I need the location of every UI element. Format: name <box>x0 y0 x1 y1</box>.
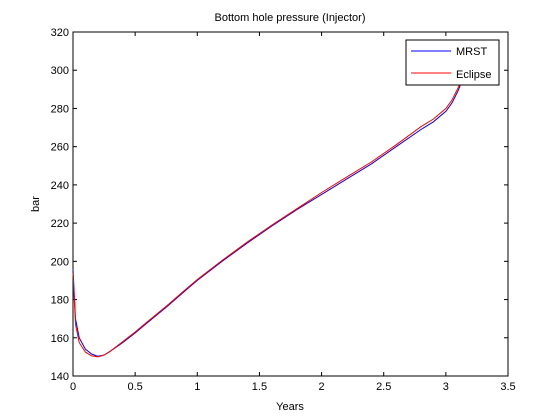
legend-label-mrst: MRST <box>456 46 487 58</box>
series-line-eclipse <box>72 81 462 358</box>
legend-label-eclipse: Eclipse <box>456 69 491 81</box>
x-tick-label: 2 <box>319 381 325 393</box>
legend-box <box>405 39 500 86</box>
y-axis-label: bar <box>30 196 42 212</box>
legend: MRST Eclipse <box>405 39 500 86</box>
y-tick-label: 140 <box>51 371 69 383</box>
x-tick-label: 1 <box>194 381 200 393</box>
x-tick-label: 2.5 <box>376 381 391 393</box>
y-tick-label: 300 <box>51 65 69 77</box>
y-tick-label: 200 <box>51 256 69 268</box>
plot-area <box>72 31 509 377</box>
y-tick-label: 260 <box>51 142 69 154</box>
chart-title: Bottom hole pressure (Injector) <box>214 12 365 24</box>
x-tick-label: 3.5 <box>500 381 515 393</box>
y-tick-label: 180 <box>51 295 69 307</box>
y-tick-label: 240 <box>51 180 69 192</box>
x-tick-label: 3 <box>443 381 449 393</box>
y-tick-label: 220 <box>51 218 69 230</box>
x-axis-label: Years <box>276 401 304 413</box>
y-tick-label: 280 <box>51 103 69 115</box>
x-axis: 0 0.5 1 1.5 2 2.5 3 3.5 <box>70 32 516 393</box>
x-tick-label: 0 <box>70 381 76 393</box>
x-tick-label: 0.5 <box>127 381 142 393</box>
series-line-mrst <box>72 83 462 357</box>
x-tick-label: 1.5 <box>252 381 267 393</box>
y-axis: 140 160 180 200 220 240 260 280 300 320 <box>51 27 508 383</box>
y-tick-label: 320 <box>51 27 69 39</box>
series-lines <box>72 81 462 358</box>
y-tick-label: 160 <box>51 333 69 345</box>
